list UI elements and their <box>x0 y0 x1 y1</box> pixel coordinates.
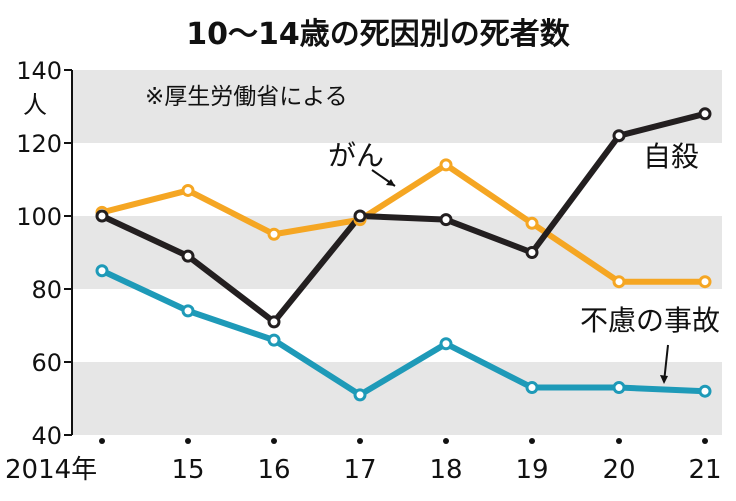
chart-title: 10～14歳の死因別の死者数 <box>186 17 570 52</box>
source-note: ※厚生労働省による <box>145 84 348 110</box>
point-cancer <box>698 275 712 289</box>
x-tick-label: 15 <box>171 455 204 485</box>
point-suicide <box>353 209 367 223</box>
point-cancer <box>267 227 281 241</box>
x-tick-label: 19 <box>515 455 548 485</box>
series-label-accident: 不慮の事故 <box>580 304 720 337</box>
y-tick-label: 140 <box>16 57 62 85</box>
point-accident <box>181 304 195 318</box>
point-cancer <box>525 216 539 230</box>
series-line-accident <box>99 267 708 398</box>
point-suicide <box>95 209 109 223</box>
x-tick-label: 18 <box>429 455 462 485</box>
x-tick-dot <box>616 438 622 444</box>
point-cancer <box>439 158 453 172</box>
point-suicide <box>181 249 195 263</box>
series-label-suicide: 自殺 <box>643 140 699 173</box>
x-tick-label: 21 <box>688 455 721 485</box>
pointer-accident-head <box>660 375 668 384</box>
x-tick-dot <box>185 438 191 444</box>
x-tick-dot <box>529 438 535 444</box>
x-tick-labels: 2014年 15 16 17 18 19 20 21 <box>5 455 722 485</box>
point-suicide <box>612 129 626 143</box>
point-suicide <box>698 107 712 121</box>
series-markers <box>95 107 712 402</box>
y-tick-label: 120 <box>16 130 62 158</box>
x-tick-label: 2014年 <box>5 455 97 485</box>
pointer-cancer-head <box>386 179 395 186</box>
series-line-suicide <box>99 110 708 325</box>
point-suicide <box>439 213 453 227</box>
x-tick-dot <box>99 438 105 444</box>
series-label-cancer: がん <box>328 139 384 172</box>
x-tick-label: 16 <box>257 455 290 485</box>
x-tick-label: 17 <box>343 455 376 485</box>
point-accident <box>612 381 626 395</box>
y-tick-labels: 40 60 80 100 120 140 <box>16 57 62 450</box>
point-accident <box>525 381 539 395</box>
band-120-140 <box>72 70 722 143</box>
band-80-100 <box>72 216 722 289</box>
point-accident <box>267 333 281 347</box>
point-accident <box>353 388 367 402</box>
background-bands <box>72 70 722 435</box>
x-tick-dot <box>271 438 277 444</box>
point-suicide <box>525 246 539 259</box>
point-cancer <box>181 183 195 197</box>
x-tick-dot <box>443 438 449 444</box>
y-tick-label: 100 <box>16 203 62 231</box>
y-tick-label: 80 <box>31 276 62 304</box>
series-line-cancer <box>99 161 708 285</box>
axes <box>64 69 708 444</box>
y-tick-label: 40 <box>31 422 62 450</box>
label-arrows <box>371 169 669 384</box>
y-tick-label: 60 <box>31 349 62 377</box>
x-tick-dot <box>702 438 708 444</box>
point-accident <box>439 337 453 351</box>
point-suicide <box>267 315 281 329</box>
point-cancer <box>612 275 626 289</box>
point-accident <box>698 384 712 398</box>
y-axis-unit: 人 <box>23 91 47 119</box>
x-tick-label: 20 <box>602 455 635 485</box>
x-tick-dot <box>357 438 363 444</box>
series-lines <box>99 110 708 398</box>
point-accident <box>95 264 109 278</box>
